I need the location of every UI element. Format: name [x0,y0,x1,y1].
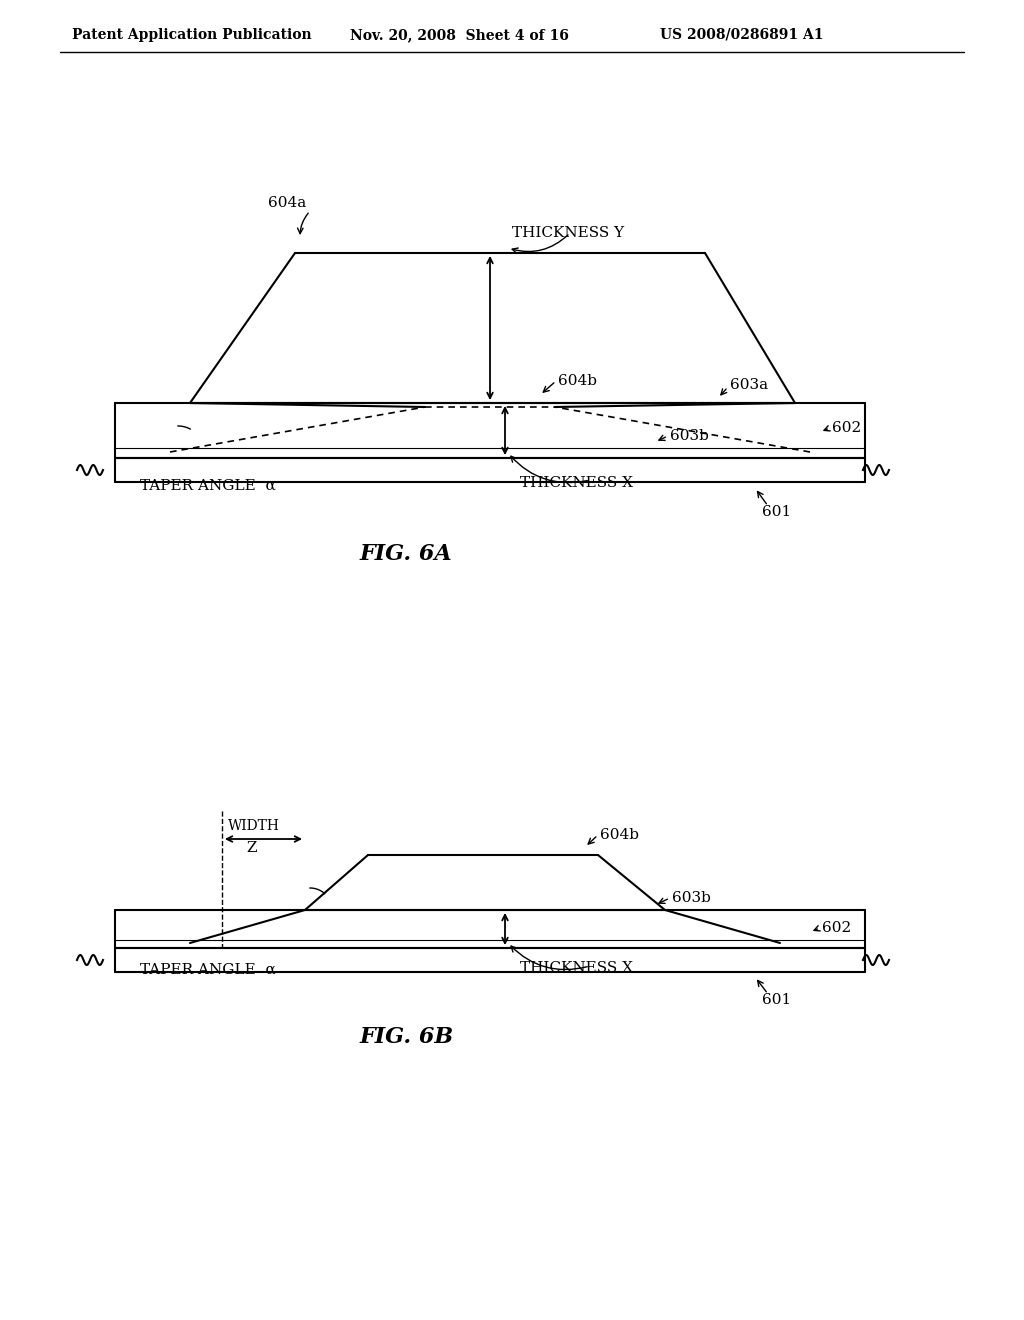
Text: THICKNESS Y: THICKNESS Y [512,226,624,240]
Text: THICKNESS X: THICKNESS X [520,477,633,490]
Text: 604b: 604b [558,374,597,388]
Text: 603b: 603b [670,429,709,444]
Text: 603b: 603b [672,891,711,906]
Text: 602: 602 [831,421,861,436]
Text: 602: 602 [822,921,851,935]
Text: 604a: 604a [268,195,306,210]
Text: THICKNESS X: THICKNESS X [520,961,633,975]
Text: US 2008/0286891 A1: US 2008/0286891 A1 [660,28,823,42]
Text: FIG. 6A: FIG. 6A [360,543,453,565]
Text: Nov. 20, 2008  Sheet 4 of 16: Nov. 20, 2008 Sheet 4 of 16 [350,28,569,42]
Text: Z: Z [246,841,256,855]
Text: 603a: 603a [730,378,768,392]
Text: TAPER ANGLE  α: TAPER ANGLE α [140,479,275,492]
Text: WIDTH: WIDTH [228,818,280,833]
Text: 604b: 604b [600,828,639,842]
Text: Patent Application Publication: Patent Application Publication [72,28,311,42]
Text: 601: 601 [762,993,792,1007]
Text: TAPER ANGLE  α: TAPER ANGLE α [140,964,275,977]
Text: 601: 601 [762,506,792,519]
Text: FIG. 6B: FIG. 6B [360,1026,454,1048]
